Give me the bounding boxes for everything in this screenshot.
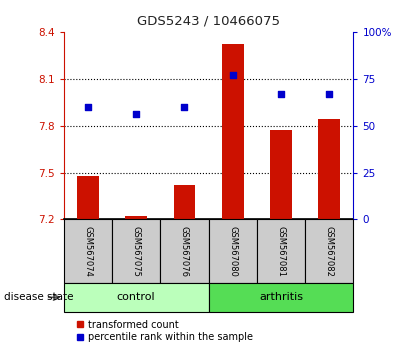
- Bar: [209, 283, 353, 312]
- Bar: [173, 185, 195, 219]
- Bar: [125, 216, 147, 219]
- Bar: [77, 176, 99, 219]
- Bar: [222, 44, 244, 219]
- Text: arthritis: arthritis: [259, 292, 303, 302]
- Text: GDS5243 / 10466075: GDS5243 / 10466075: [137, 14, 280, 27]
- Bar: [209, 219, 257, 283]
- Legend: transformed count, percentile rank within the sample: transformed count, percentile rank withi…: [76, 320, 253, 342]
- Text: GSM567082: GSM567082: [325, 226, 334, 277]
- Point: [278, 91, 284, 97]
- Point: [229, 72, 236, 78]
- Point: [181, 104, 188, 110]
- Text: GSM567081: GSM567081: [277, 226, 286, 277]
- Point: [326, 91, 332, 97]
- Bar: [112, 219, 160, 283]
- Bar: [257, 219, 305, 283]
- Text: GSM567074: GSM567074: [83, 226, 92, 277]
- Text: GSM567076: GSM567076: [180, 226, 189, 277]
- Bar: [160, 219, 209, 283]
- Text: disease state: disease state: [4, 292, 74, 302]
- Bar: [305, 219, 353, 283]
- Bar: [270, 130, 292, 219]
- Bar: [64, 219, 112, 283]
- Bar: [319, 119, 340, 219]
- Point: [85, 104, 91, 110]
- Text: control: control: [117, 292, 155, 302]
- Text: GSM567075: GSM567075: [132, 226, 141, 277]
- Text: GSM567080: GSM567080: [228, 226, 237, 277]
- Point: [133, 112, 139, 117]
- Bar: [64, 283, 208, 312]
